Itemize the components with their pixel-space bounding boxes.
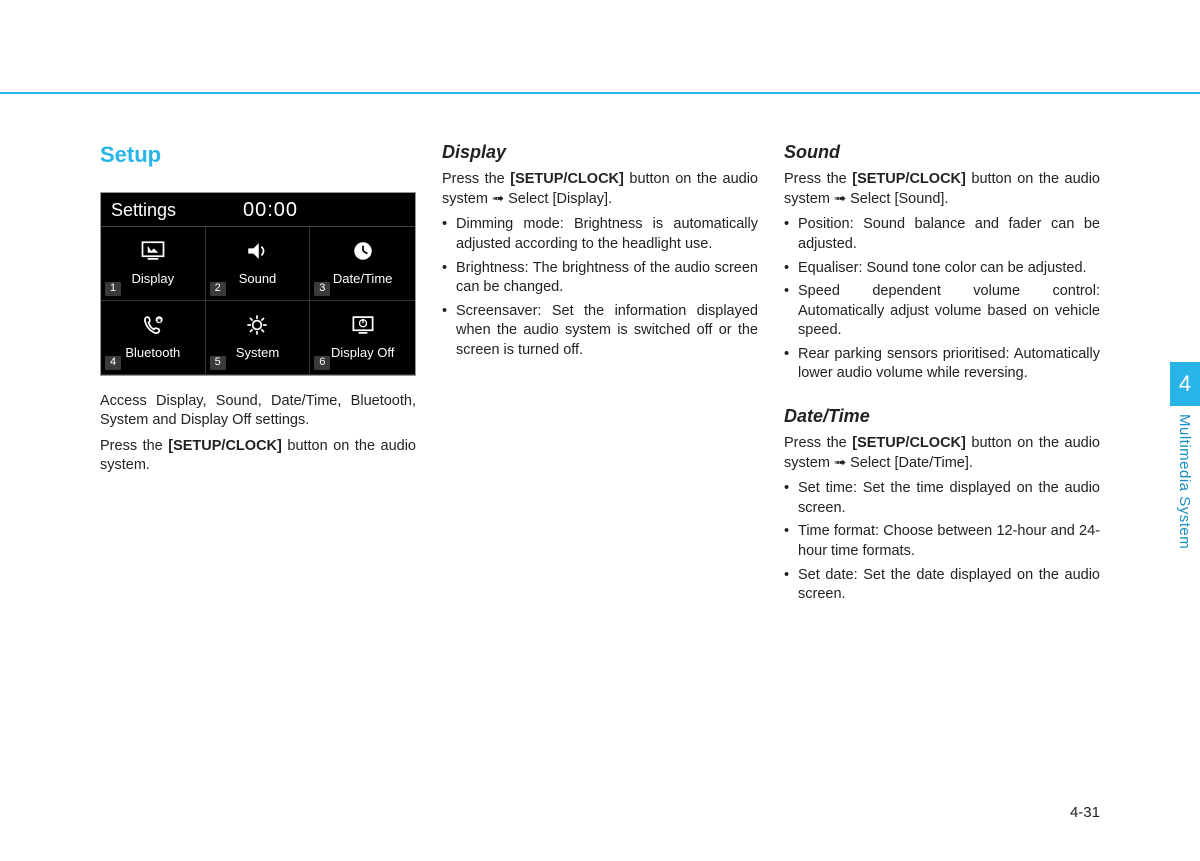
device-cell-bluetooth[interactable]: ✱ Bluetooth 4 <box>101 301 206 375</box>
datetime-intro: Press the [SETUP/CLOCK] button on the au… <box>784 434 1100 473</box>
page: Setup Settings 00:00 Display 1 Sound <box>0 0 1200 861</box>
list-item: Time format: Choose between 12-hour and … <box>784 522 1100 561</box>
device-num: 3 <box>314 282 330 296</box>
list-item: Equaliser: Sound tone color can be adjus… <box>784 259 1100 279</box>
datetime-list: Set time: Set the time displayed on the … <box>784 479 1100 604</box>
device-num: 1 <box>105 282 121 296</box>
arrow-icon: ➟ <box>834 454 846 474</box>
device-num: 2 <box>210 282 226 296</box>
datetime-heading: Date/Time <box>784 404 1100 428</box>
clock-icon <box>349 238 377 264</box>
gear-icon <box>243 312 271 338</box>
list-item: Dimming mode: Brightness is automaticall… <box>442 215 758 254</box>
arrow-icon: ➟ <box>834 190 846 210</box>
content-columns: Setup Settings 00:00 Display 1 Sound <box>100 140 1100 619</box>
device-cell-system[interactable]: System 5 <box>206 301 311 375</box>
list-item: Position: Sound balance and fader can be… <box>784 215 1100 254</box>
display-list: Dimming mode: Brightness is automaticall… <box>442 215 758 360</box>
display-heading: Display <box>442 140 758 164</box>
device-num: 5 <box>210 356 226 370</box>
power-screen-icon <box>349 312 377 338</box>
settings-device: Settings 00:00 Display 1 Sound 2 <box>100 192 416 376</box>
col1-p1: Access Display, Sound, Date/Time, Blueto… <box>100 392 416 431</box>
list-item: Speed dependent volume control: Automati… <box>784 282 1100 341</box>
page-number: 4-31 <box>1070 804 1100 821</box>
device-num: 6 <box>314 356 330 370</box>
sound-intro: Press the [SETUP/CLOCK] button on the au… <box>784 170 1100 209</box>
display-icon <box>139 238 167 264</box>
col1-p2: Press the [SETUP/CLOCK] button on the au… <box>100 437 416 476</box>
chapter-label: Multimedia System <box>1176 414 1193 549</box>
list-item: Set date: Set the date displayed on the … <box>784 566 1100 605</box>
side-tab: 4 Multimedia System <box>1170 362 1200 549</box>
sound-icon <box>243 238 271 264</box>
chapter-number: 4 <box>1170 362 1200 406</box>
list-item: Rear parking sensors prioritised: Automa… <box>784 345 1100 384</box>
sound-heading: Sound <box>784 140 1100 164</box>
list-item: Set time: Set the time displayed on the … <box>784 479 1100 518</box>
device-cell-datetime[interactable]: Date/Time 3 <box>310 227 415 301</box>
sound-list: Position: Sound balance and fader can be… <box>784 215 1100 384</box>
device-header: Settings 00:00 <box>101 193 415 227</box>
svg-text:✱: ✱ <box>157 319 161 325</box>
column-2: Display Press the [SETUP/CLOCK] button o… <box>442 140 758 619</box>
device-cell-display[interactable]: Display 1 <box>101 227 206 301</box>
device-cell-sound[interactable]: Sound 2 <box>206 227 311 301</box>
device-num: 4 <box>105 356 121 370</box>
arrow-icon: ➟ <box>492 190 504 210</box>
device-cell-displayoff[interactable]: Display Off 6 <box>310 301 415 375</box>
column-1: Setup Settings 00:00 Display 1 Sound <box>100 140 416 619</box>
list-item: Screensaver: Set the information display… <box>442 302 758 361</box>
list-item: Brightness: The brightness of the audio … <box>442 259 758 298</box>
device-label: Bluetooth <box>125 344 180 362</box>
setup-heading: Setup <box>100 140 416 170</box>
device-label: Display Off <box>331 344 394 362</box>
device-label: Sound <box>239 270 277 288</box>
phone-bt-icon: ✱ <box>139 312 167 338</box>
header-rule <box>0 92 1200 94</box>
device-title: Settings <box>111 198 176 222</box>
device-label: System <box>236 344 279 362</box>
display-intro: Press the [SETUP/CLOCK] button on the au… <box>442 170 758 209</box>
device-label: Date/Time <box>333 270 392 288</box>
device-clock: 00:00 <box>243 197 298 224</box>
device-grid: Display 1 Sound 2 Date/Time 3 ✱ <box>101 227 415 375</box>
device-label: Display <box>132 270 175 288</box>
column-3: Sound Press the [SETUP/CLOCK] button on … <box>784 140 1100 619</box>
